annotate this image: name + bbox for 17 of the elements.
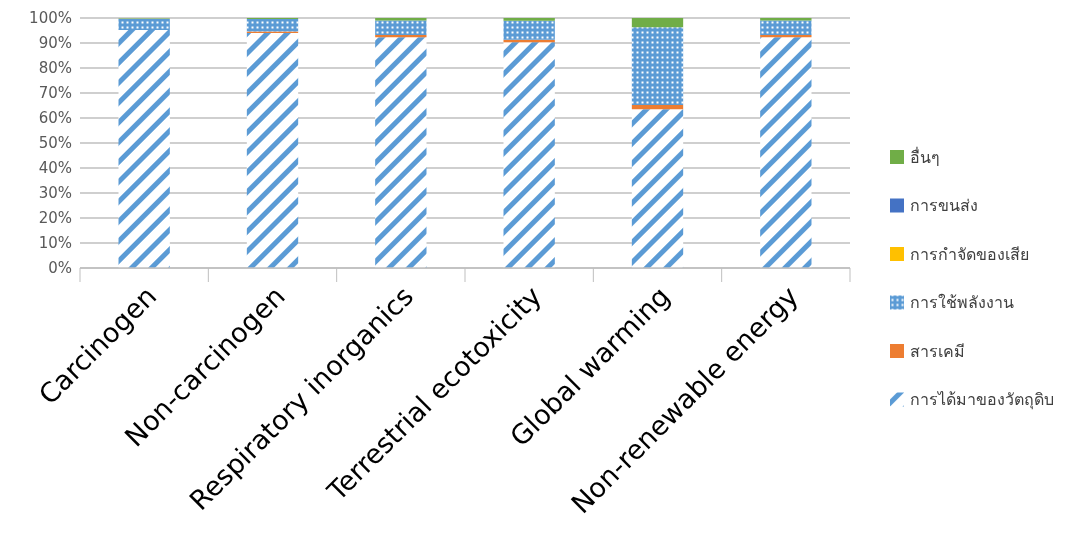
- legend-label: การกำจัดของเสีย: [910, 244, 1029, 264]
- y-tick-label: 60%: [38, 109, 72, 128]
- y-tick-label: 40%: [38, 159, 72, 178]
- legend-label: อื่นๆ: [910, 145, 940, 167]
- legend-label: สารเคมี: [910, 341, 965, 361]
- y-tick-label: 10%: [38, 234, 72, 253]
- y-tick-label: 100%: [29, 9, 72, 28]
- y-tick-label: 70%: [38, 84, 72, 103]
- y-tick-label: 20%: [38, 209, 72, 228]
- legend-label: การขนส่ง: [910, 196, 978, 216]
- y-tick-label: 50%: [38, 134, 72, 153]
- y-tick-label: 90%: [38, 34, 72, 53]
- legend-label: การได้มาของวัตถุดิบ: [910, 390, 1054, 411]
- y-tick-label: 0%: [48, 259, 72, 278]
- y-tick-label: 30%: [38, 184, 72, 203]
- y-tick-label: 80%: [38, 59, 72, 78]
- legend-label: การใช้พลังงาน: [910, 293, 1014, 313]
